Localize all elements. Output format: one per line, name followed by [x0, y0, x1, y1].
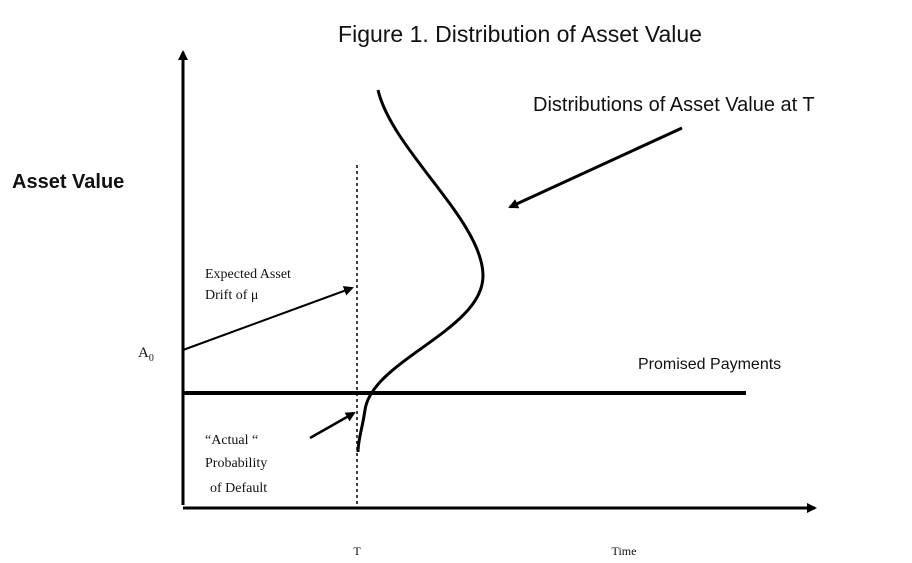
drift-label-line: Drift of μ: [205, 288, 258, 303]
default-arrow: [309, 411, 356, 440]
default-label-line: of Default: [210, 481, 267, 496]
distributions-label: Distributions of Asset Value at T: [533, 94, 815, 116]
default-label-line: “Actual “: [205, 433, 258, 448]
y-axis-label: Asset Value: [12, 171, 124, 193]
promised-payments-label: Promised Payments: [638, 356, 781, 373]
drift-label-line: Expected Asset: [205, 267, 291, 282]
drift-arrow: [182, 286, 354, 351]
initial-value-label: A0: [138, 345, 154, 364]
distribution-arrow: [508, 126, 683, 209]
default-label-line: Probability: [205, 456, 267, 471]
distribution-curve: [356, 89, 485, 453]
x-axis-label: Time: [612, 544, 637, 558]
title: Figure 1. Distribution of Asset Value: [338, 21, 702, 47]
initial-value-symbol: A: [138, 345, 149, 361]
initial-value-subscript: 0: [149, 353, 154, 364]
t-label: T: [353, 544, 361, 558]
